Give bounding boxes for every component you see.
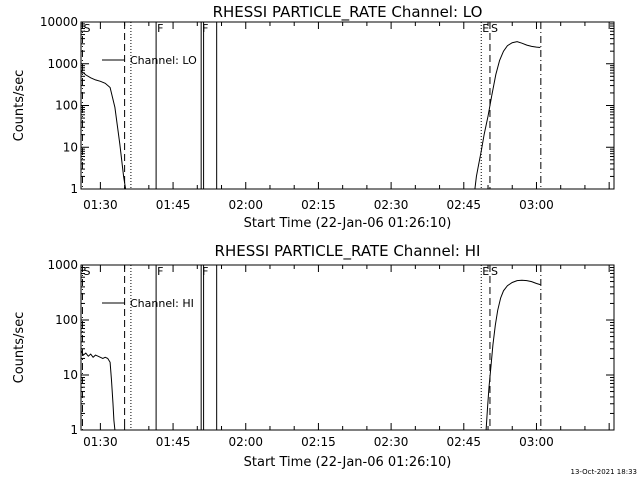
y-tick-label: 1 — [70, 182, 78, 196]
event-flag-label: S — [83, 22, 90, 35]
x-tick-label: 01:45 — [156, 435, 191, 449]
timestamp: 13-Oct-2021 18:33 — [571, 468, 637, 476]
event-flag-label: S — [491, 22, 498, 35]
chart-title: RHESSI PARTICLE_RATE Channel: LO — [213, 3, 483, 22]
x-tick-label: 02:45 — [446, 198, 481, 212]
x-tick-label: 01:45 — [156, 198, 191, 212]
y-tick-label: 100 — [55, 99, 78, 113]
chart-title: RHESSI PARTICLE_RATE Channel: HI — [215, 242, 481, 261]
event-flag-label: E — [482, 22, 489, 35]
x-tick-label: 02:30 — [374, 435, 409, 449]
x-tick-label: 02:00 — [228, 435, 263, 449]
y-tick-label: 1000 — [47, 57, 78, 71]
y-tick-label: 1000 — [47, 258, 78, 272]
event-flag-label: F — [157, 22, 163, 35]
chart-panel-lo: RHESSI PARTICLE_RATE Channel: LO 01:30 01:… — [12, 3, 615, 231]
x-tick-label: 02:00 — [228, 198, 263, 212]
y-tick-label: 10000 — [40, 15, 78, 29]
event-flag-label: S — [491, 265, 498, 278]
event-flag-label: F — [202, 22, 208, 35]
y-tick-label: 100 — [55, 313, 78, 327]
x-axis-label: Start Time (22-Jan-06 01:26:10) — [244, 455, 452, 470]
x-tick-label: 03:00 — [519, 198, 554, 212]
x-tick-label: 03:00 — [519, 435, 554, 449]
x-tick-label: 01:30 — [83, 198, 118, 212]
legend-label: Channel: LO — [130, 54, 197, 67]
x-tick-label: 02:30 — [374, 198, 409, 212]
x-tick-label: 02:45 — [446, 435, 481, 449]
event-flag-label: E — [482, 265, 489, 278]
y-axis-label: Counts/sec — [12, 312, 27, 384]
x-tick-label: 01:30 — [83, 435, 118, 449]
series-line-segment — [485, 279, 541, 431]
series-line-segment — [80, 70, 127, 190]
event-flag-label: S — [83, 265, 90, 278]
y-tick-label: 10 — [63, 140, 78, 154]
y-axis-label: Counts/sec — [12, 70, 27, 142]
y-tick-label: 1 — [70, 423, 78, 437]
event-flag-label: F — [202, 265, 208, 278]
event-flag-label: F — [157, 265, 163, 278]
x-axis-label: Start Time (22-Jan-06 01:26:10) — [244, 216, 452, 231]
series-line-segment — [80, 350, 116, 431]
plot-frame — [80, 264, 615, 431]
x-tick-label: 02:15 — [301, 435, 336, 449]
chart-panel-hi: RHESSI PARTICLE_RATE Channel: HI 01:30 01:… — [12, 242, 615, 470]
series-line-segment — [474, 41, 541, 190]
x-tick-label: 02:15 — [301, 198, 336, 212]
legend-label: Channel: HI — [130, 297, 194, 310]
y-tick-label: 10 — [63, 368, 78, 382]
